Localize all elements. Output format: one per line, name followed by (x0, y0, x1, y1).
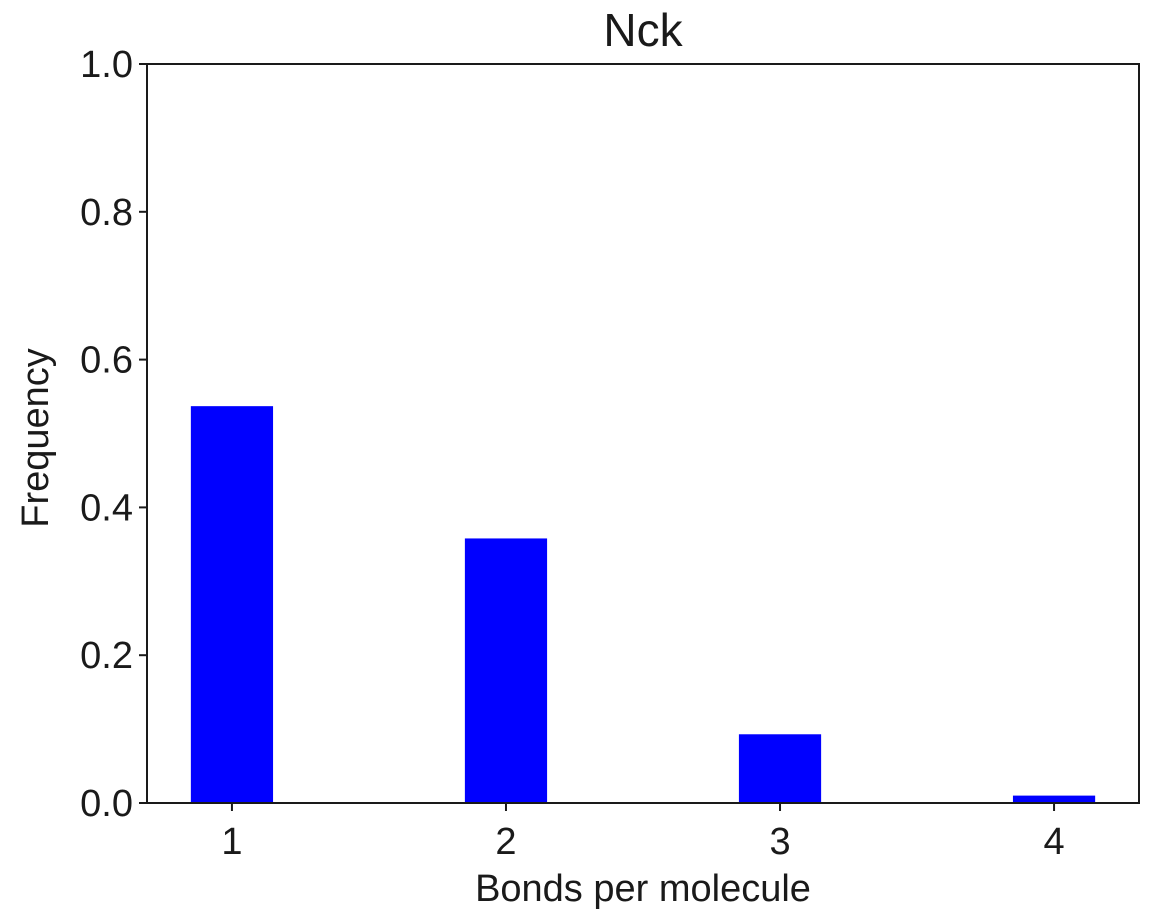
y-tick-label: 0.6 (80, 340, 133, 382)
x-axis-label: Bonds per molecule (475, 868, 811, 910)
chart-title: Nck (603, 4, 683, 56)
x-axis-ticks: 1 2 3 4 (221, 803, 1065, 863)
x-tick-label: 3 (769, 821, 790, 863)
bars (190, 406, 1096, 803)
x-tick-label: 4 (1043, 821, 1064, 863)
y-axis-label: Frequency (15, 348, 57, 528)
x-tick-label: 2 (495, 821, 516, 863)
plot-frame (146, 63, 1140, 804)
x-tick-label: 1 (221, 821, 242, 863)
y-tick-label: 0.0 (80, 783, 133, 825)
y-tick-label: 0.8 (80, 192, 133, 234)
y-tick-label: 1.0 (80, 44, 133, 86)
y-tick-label: 0.2 (80, 635, 133, 677)
bar-1 (190, 406, 274, 803)
bar-4 (1012, 795, 1096, 803)
y-tick-label: 0.4 (80, 487, 133, 529)
y-axis-ticks: 0.0 0.2 0.4 0.6 0.8 1.0 (80, 44, 147, 825)
bar-2 (464, 538, 548, 803)
bar-3 (738, 734, 822, 803)
